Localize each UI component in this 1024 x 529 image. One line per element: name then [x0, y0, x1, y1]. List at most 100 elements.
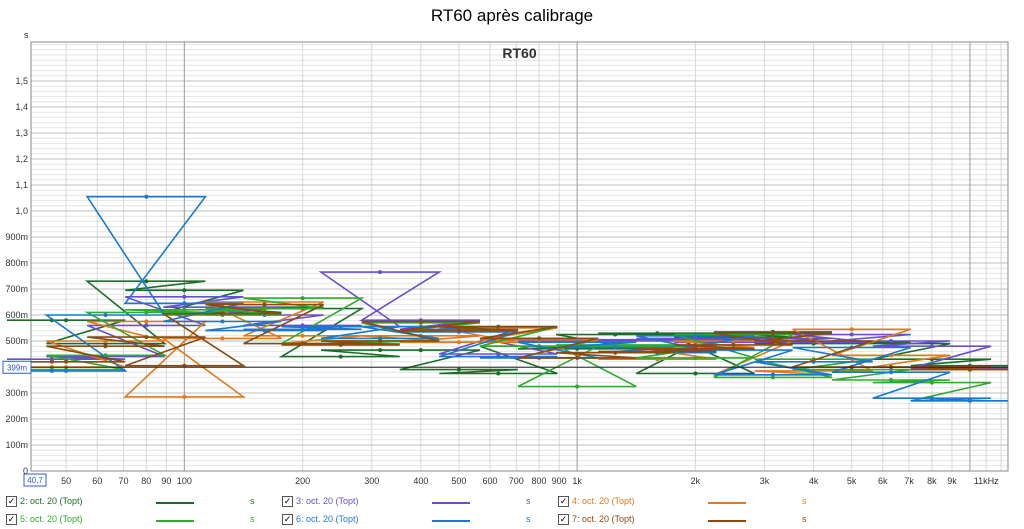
legend-label: 5: oct. 20 (Topt) [20, 514, 83, 524]
series-point [103, 313, 108, 317]
legend-swatch [156, 520, 194, 522]
series-point [144, 279, 149, 284]
series-point [418, 348, 423, 353]
legend-unit: s [802, 514, 807, 524]
series-point [693, 371, 698, 376]
x-tick-label: 5k [847, 476, 857, 486]
series-point [220, 336, 225, 341]
legend-item-2[interactable]: ✓ 2: oct. 20 (Topt) s [6, 494, 276, 510]
y-tick-label: 0 [23, 466, 28, 476]
y-tick-label: 1,1 [15, 180, 28, 190]
series-point [537, 336, 542, 341]
legend-unit: s [526, 514, 531, 524]
series-point [889, 339, 894, 343]
series-point [103, 344, 108, 349]
cursor-value: 399m [7, 363, 27, 372]
series-point [731, 342, 736, 347]
series-point [182, 394, 187, 399]
x-tick-label: 90 [161, 476, 171, 486]
series-point [338, 342, 343, 347]
legend: ✓ 2: oct. 20 (Topt) s ✓ 3: oct. 20 (Topt… [0, 490, 1024, 529]
series-point [49, 368, 54, 373]
series-point [144, 310, 149, 315]
series-point [418, 319, 423, 324]
checkbox-icon[interactable]: ✓ [6, 496, 17, 507]
y-tick-label: 1,5 [15, 76, 28, 86]
checkbox-icon[interactable]: ✓ [282, 496, 293, 507]
legend-label: 7: oct. 20 (Topt) [572, 514, 635, 524]
legend-item-6[interactable]: ✓ 6: oct. 20 (Topt) s [282, 512, 552, 528]
series-point [64, 359, 69, 364]
x-tick-label: 2k [691, 476, 701, 486]
cursor-value-box [2, 360, 32, 374]
x-tick-label: 9k [947, 476, 957, 486]
y-tick-label: 200m [5, 414, 28, 424]
legend-item-3[interactable]: ✓ 3: oct. 20 (Topt) s [282, 494, 552, 510]
y-tick-label: 1,2 [15, 154, 28, 164]
series-point [182, 288, 187, 293]
series-point [849, 332, 854, 337]
x-tick-label: 7k [904, 476, 914, 486]
y-tick-label: 1,4 [15, 102, 28, 112]
y-tick-label: 1,3 [15, 128, 28, 138]
series-point [64, 368, 69, 373]
rt60-chart[interactable]: RT60 s 0 100m 200m 300m 500m 600m 700m 800m 900m 1,… [0, 0, 1024, 490]
legend-unit: s [250, 514, 255, 524]
x-tick-label: 100 [177, 476, 192, 486]
legend-swatch [432, 520, 470, 522]
checkbox-icon[interactable]: ✓ [558, 496, 569, 507]
series-point [496, 371, 501, 376]
legend-item-5[interactable]: ✓ 5: oct. 20 (Topt) s [6, 512, 276, 528]
x-tick-label: 1k [572, 476, 582, 486]
series-point [693, 346, 698, 351]
series-point [378, 339, 383, 343]
legend-label: 6: oct. 20 (Topt) [296, 514, 359, 524]
series-point [64, 318, 69, 323]
legend-swatch [432, 502, 470, 504]
x-start-label: 40,7 [27, 476, 43, 485]
series-point [456, 328, 461, 333]
series-point [456, 340, 461, 345]
series-point [220, 311, 225, 316]
series-point [496, 324, 501, 329]
series-point [613, 350, 618, 355]
x-tick-label: 400 [413, 476, 428, 486]
series-point [575, 384, 580, 389]
window-title: RT60 après calibrage [430, 6, 594, 25]
x-tick-label: 200 [295, 476, 310, 486]
checkbox-icon[interactable]: ✓ [558, 514, 569, 525]
series-point [144, 335, 149, 340]
series-point [300, 341, 305, 346]
x-tick-label: 50 [61, 476, 71, 486]
series-point [889, 370, 894, 375]
series-point [378, 348, 383, 353]
series-point [182, 307, 187, 312]
series-point [889, 378, 894, 382]
series-point [693, 355, 698, 360]
series-point [575, 355, 580, 360]
checkbox-icon[interactable]: ✓ [6, 514, 17, 525]
x-tick-label: 300 [364, 476, 379, 486]
series-point [300, 327, 305, 332]
x-tick-label: 3k [760, 476, 770, 486]
legend-item-7[interactable]: ✓ 7: oct. 20 (Topt) s [558, 512, 828, 528]
y-axis-unit: s [24, 30, 29, 40]
series-point [929, 380, 934, 385]
legend-label: 3: oct. 20 (Topt) [296, 496, 359, 506]
series-point [655, 349, 660, 354]
x-tick-label: 4k [809, 476, 819, 486]
legend-label: 2: oct. 20 (Topt) [20, 496, 83, 506]
series-point [770, 372, 775, 377]
series-point [300, 296, 305, 301]
y-tick-label: 700m [5, 284, 28, 294]
chart-title: RT60 [502, 45, 536, 61]
legend-unit: s [250, 496, 255, 506]
checkbox-icon[interactable]: ✓ [282, 514, 293, 525]
series-point [338, 324, 343, 329]
x-tick-label: 8k [927, 476, 937, 486]
y-tick-label: 500m [5, 336, 28, 346]
x-tick-label: 70 [118, 476, 128, 486]
legend-swatch [708, 502, 746, 504]
plot-frame [30, 41, 1009, 472]
legend-item-4[interactable]: ✓ 4: oct. 20 (Topt) s [558, 494, 828, 510]
